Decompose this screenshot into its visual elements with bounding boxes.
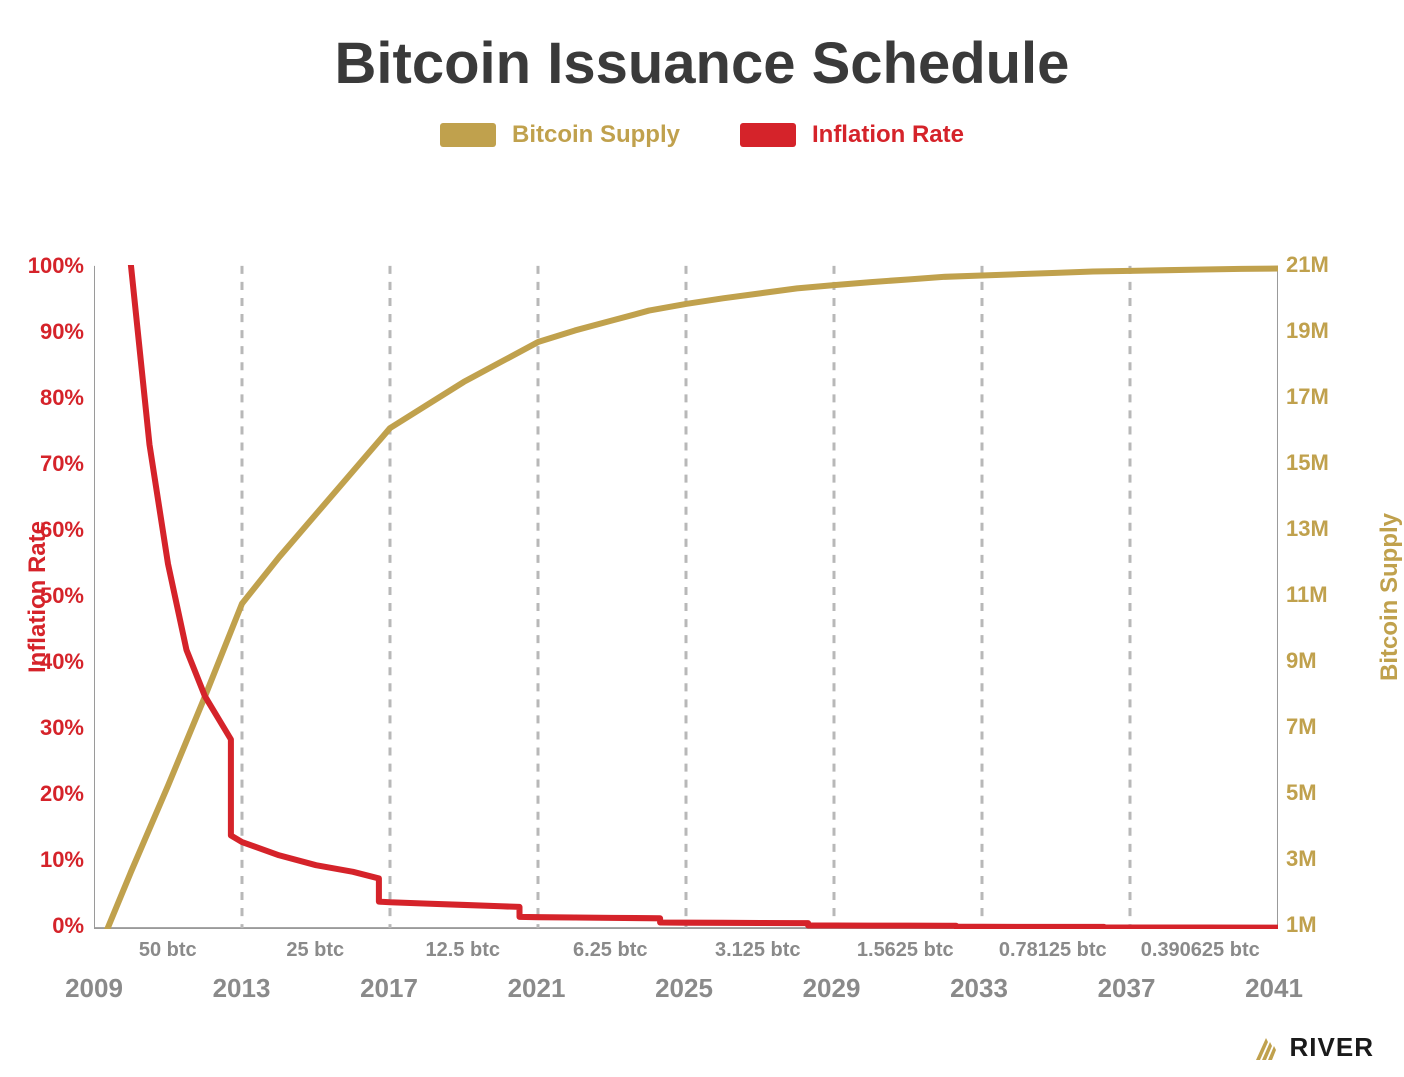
y-right-tick: 3M [1286, 846, 1356, 872]
x-year-tick: 2033 [950, 973, 1008, 1004]
y-right-tick: 15M [1286, 450, 1356, 476]
legend: Bitcoin Supply Inflation Rate [0, 121, 1404, 149]
x-halving-label: 12.5 btc [426, 939, 500, 962]
y-right-tick: 13M [1286, 516, 1356, 542]
y-left-tick: 0% [14, 913, 84, 939]
y-left-tick: 70% [14, 451, 84, 477]
x-halving-label: 1.5625 btc [857, 939, 954, 962]
chart-svg [94, 265, 1278, 929]
x-halving-label: 6.25 btc [573, 939, 647, 962]
y-right-tick: 21M [1286, 252, 1356, 278]
y-right-tick: 11M [1286, 582, 1356, 608]
y-right-tick: 1M [1286, 912, 1356, 938]
x-halving-label: 50 btc [139, 939, 197, 962]
legend-label-inflation: Inflation Rate [812, 121, 964, 149]
chart-area: Inflation Rate Bitcoin Supply 0%10%20%30… [94, 265, 1274, 925]
y-left-tick: 30% [14, 715, 84, 741]
legend-swatch-supply [440, 123, 496, 147]
y-left-tick: 90% [14, 319, 84, 345]
brand-icon [1252, 1034, 1282, 1062]
legend-swatch-inflation [740, 123, 796, 147]
brand-text: RIVER [1290, 1032, 1374, 1063]
chart-title: Bitcoin Issuance Schedule [0, 30, 1404, 97]
x-halving-label: 25 btc [286, 939, 344, 962]
y-left-tick: 100% [14, 253, 84, 279]
legend-item-inflation: Inflation Rate [740, 121, 964, 149]
brand: RIVER [1252, 1032, 1374, 1063]
y-right-tick: 19M [1286, 318, 1356, 344]
y-left-tick: 50% [14, 583, 84, 609]
page: Bitcoin Issuance Schedule Bitcoin Supply… [0, 30, 1404, 1077]
x-year-tick: 2013 [213, 973, 271, 1004]
x-year-tick: 2025 [655, 973, 713, 1004]
x-halving-label: 0.390625 btc [1141, 939, 1260, 962]
y-right-axis-title: Bitcoin Supply [1376, 513, 1404, 681]
y-left-tick: 60% [14, 517, 84, 543]
y-left-tick: 40% [14, 649, 84, 675]
y-right-tick: 5M [1286, 780, 1356, 806]
y-left-tick: 20% [14, 781, 84, 807]
y-right-tick: 9M [1286, 648, 1356, 674]
legend-label-supply: Bitcoin Supply [512, 121, 680, 149]
x-year-tick: 2029 [803, 973, 861, 1004]
x-year-tick: 2037 [1098, 973, 1156, 1004]
x-year-tick: 2021 [508, 973, 566, 1004]
y-left-tick: 10% [14, 847, 84, 873]
x-halving-label: 0.78125 btc [999, 939, 1107, 962]
x-year-tick: 2041 [1245, 973, 1303, 1004]
y-right-tick: 17M [1286, 384, 1356, 410]
x-year-tick: 2009 [65, 973, 123, 1004]
y-left-tick: 80% [14, 385, 84, 411]
x-halving-label: 3.125 btc [715, 939, 801, 962]
y-right-tick: 7M [1286, 714, 1356, 740]
legend-item-supply: Bitcoin Supply [440, 121, 680, 149]
x-year-tick: 2017 [360, 973, 418, 1004]
